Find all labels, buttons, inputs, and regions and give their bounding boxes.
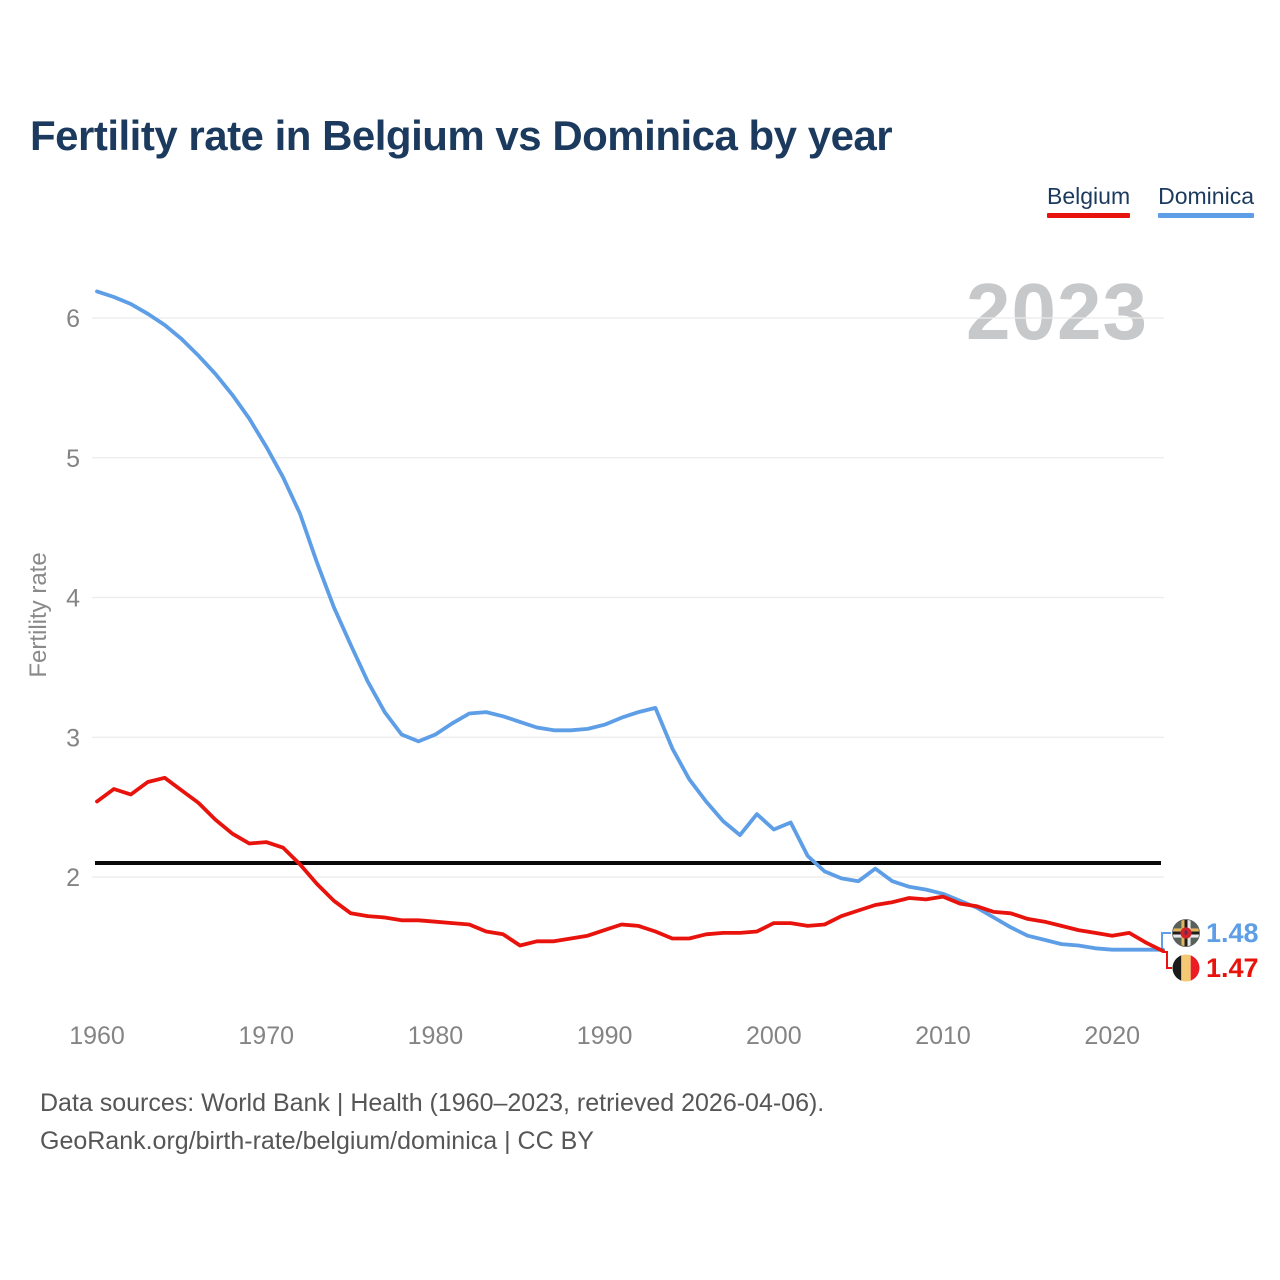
legend-item-dominica[interactable]: Dominica [1158,183,1254,219]
legend-item-belgium[interactable]: Belgium [1047,183,1131,219]
source-line-2: GeoRank.org/birth-rate/belgium/dominica … [40,1127,594,1155]
belgium-line [95,775,1165,953]
legend: Belgium Dominica [1047,183,1254,219]
belgium-leader-line [1163,951,1172,969]
y-tick-labels: 2 3 4 5 6 [66,305,80,892]
x-tick-label: 2000 [746,1022,802,1050]
x-tick-label: 2010 [915,1022,971,1050]
chart-title: Fertility rate in Belgium vs Dominica by… [30,112,893,159]
y-axis-title: Fertility rate [25,552,52,677]
legend-color-bar-belgium [1047,213,1131,219]
x-tick-label: 1980 [408,1022,464,1050]
y-tick-label: 5 [66,445,80,473]
x-tick-label: 2020 [1084,1022,1140,1050]
x-tick-label: 1990 [577,1022,633,1050]
y-tick-label: 6 [66,305,80,333]
x-tick-labels: 1960 1970 1980 1990 2000 2010 2020 [69,1022,1140,1050]
dominica-flag-icon [1172,919,1200,947]
x-tick-label: 1960 [69,1022,125,1050]
dominica-end-value: 1.48 [1206,918,1259,948]
dominica-leader-line [1161,932,1171,948]
gridlines [92,317,1164,878]
legend-label-dominica: Dominica [1158,183,1254,209]
source-line-1: Data sources: World Bank | Health (1960–… [40,1089,825,1117]
y-tick-label: 3 [66,724,80,752]
legend-label-belgium: Belgium [1047,183,1131,209]
belgium-end-value: 1.47 [1206,953,1259,983]
data-sources: Data sources: World Bank | Health (1960–… [40,1084,824,1160]
dominica-line [95,289,1165,952]
y-tick-label: 2 [66,864,80,892]
watermark-year: 2023 [966,267,1148,356]
y-tick-label: 4 [66,585,80,613]
legend-color-bar-dominica [1158,213,1254,219]
x-tick-label: 1970 [238,1022,294,1050]
belgium-flag-icon [1172,954,1200,982]
